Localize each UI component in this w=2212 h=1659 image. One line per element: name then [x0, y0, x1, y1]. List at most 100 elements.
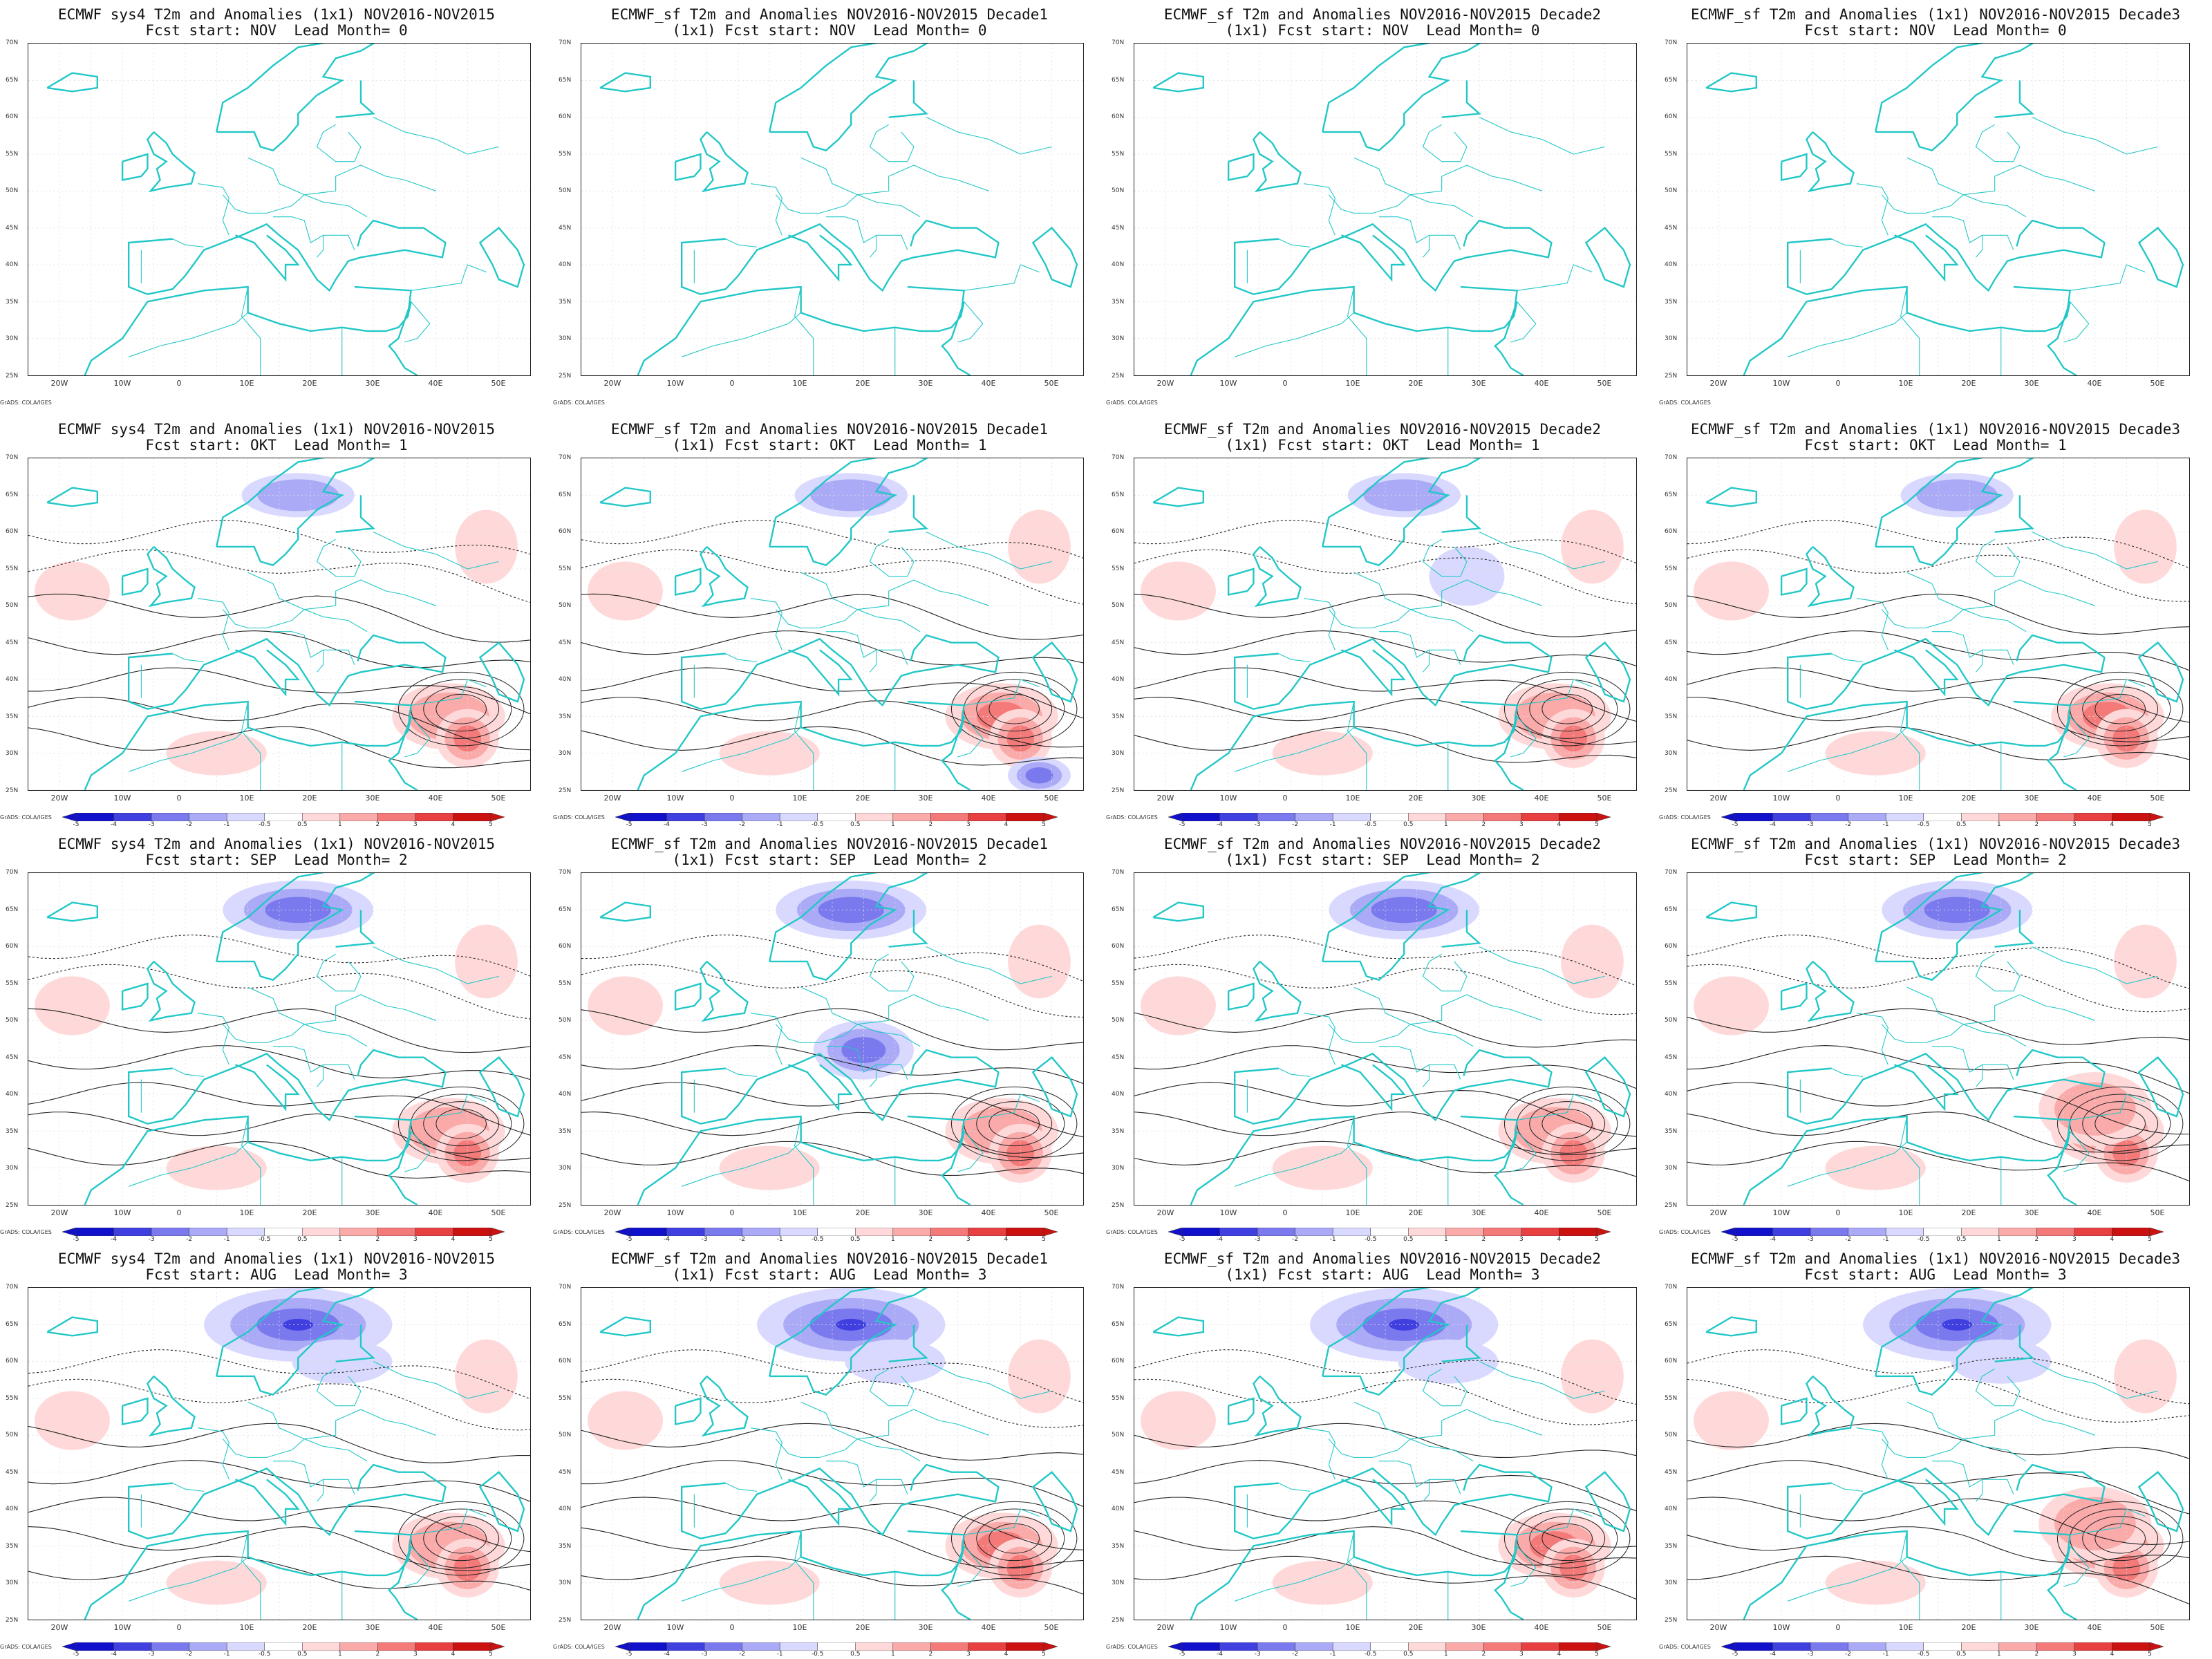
map-canvas [28, 873, 530, 1205]
country-border [373, 1361, 499, 1399]
coastline [1322, 44, 1481, 151]
colorbar-segment [855, 1642, 894, 1651]
colorbar-canvas [1168, 1228, 1611, 1236]
temperature-contour [1687, 1045, 2189, 1094]
colorbar-label: -5 [73, 1236, 79, 1243]
longitude-label: 10E [792, 1623, 807, 1632]
temperature-contour [1687, 549, 2189, 602]
colorbar-label: -4 [664, 821, 671, 828]
coastline [700, 131, 749, 193]
colorbar: -5 -4 -3 -2 -1 -0.5 0.5 1 2 3 4 5 [615, 813, 1058, 828]
temperature-contour [1687, 1141, 2189, 1181]
country-border [272, 216, 324, 243]
country-border [750, 1013, 782, 1065]
colorbar-segment [1445, 813, 1484, 821]
longitude-label: 30E [2024, 379, 2039, 388]
colorbar-label: 5 [2148, 1651, 2152, 1658]
colorbar-label: 1 [1443, 1236, 1448, 1243]
coastline [941, 1130, 971, 1205]
temperature-contour [423, 1101, 500, 1147]
latitude-label: 65N [559, 491, 572, 498]
temperature-contour [2082, 1101, 2159, 1147]
country-border [869, 124, 915, 162]
longitude-label: 50E [1597, 379, 1612, 388]
colorbar-label: 1 [1443, 1651, 1448, 1658]
colorbar-arrow-high [1043, 1642, 1058, 1651]
map-panel: ECMWF_sf T2m and Anomalies NOV2016-NOV20… [553, 830, 1106, 1244]
colorbar-segment [855, 1228, 894, 1236]
country-border [1303, 1013, 1335, 1065]
country-border [1931, 1046, 1983, 1073]
coastline [1787, 219, 2106, 295]
temperature-map [28, 1287, 531, 1620]
coastline [1253, 131, 1302, 193]
coastline [235, 234, 300, 282]
colorbar-arrow-high [490, 1228, 505, 1236]
longitude-label: 30E [1471, 1208, 1486, 1217]
country-border [316, 953, 362, 992]
latitude-label: 40N [1665, 261, 1678, 269]
latitude-label: 30N [559, 1165, 572, 1172]
map-panel: ECMWF_sf T2m and Anomalies NOV2016-NOV20… [553, 415, 1106, 830]
latitude-label: 40N [1665, 676, 1678, 684]
panel-subtitle: (1x1) Fcst start: AUG Lead Month= 3 [672, 1266, 987, 1283]
anomaly-area [35, 561, 110, 621]
latitude-label: 70N [6, 39, 19, 46]
latitude-label: 50N [1112, 1017, 1125, 1024]
coastline [2047, 1130, 2077, 1205]
map-panel: ECMWF_sf T2m and Anomalies (1x1) NOV2016… [1659, 415, 2212, 830]
colorbar-label: 0.5 [1403, 821, 1414, 828]
temperature-contour [1503, 1086, 1631, 1161]
colorbar-segment [1295, 1642, 1333, 1651]
longitude-label: 0 [729, 794, 735, 803]
latitude-label: 30N [1665, 1165, 1678, 1172]
latitude-label: 35N [1112, 298, 1125, 306]
longitude-label: 50E [1597, 1208, 1612, 1217]
longitude-label: 0 [1282, 1208, 1288, 1217]
country-border [1788, 312, 1907, 357]
longitude-label: 10E [1345, 379, 1360, 388]
panel-title: ECMWF sys4 T2m and Anomalies (1x1) NOV20… [57, 421, 496, 438]
colorbar-label: -4 [1217, 1651, 1224, 1658]
temperature-contour [1687, 520, 2189, 569]
colorbar-canvas [615, 1228, 1058, 1236]
longitude-label: 10W [1219, 794, 1237, 803]
colorbar: -5 -4 -3 -2 -1 -0.5 0.5 1 2 3 4 5 [1168, 1228, 1611, 1243]
temperature-contour [581, 630, 1083, 666]
panel-title: ECMWF_sf T2m and Anomalies NOV2016-NOV20… [610, 421, 1049, 438]
temperature-contour [435, 1108, 487, 1139]
coastline [388, 1130, 418, 1205]
longitude-label: 10W [1219, 1208, 1237, 1217]
longitude-label: 50E [2150, 379, 2165, 388]
country-border [1347, 1116, 1367, 1205]
coastline [1322, 458, 1481, 566]
colorbar-canvas [1721, 1228, 2164, 1236]
temperature-map [1134, 458, 1637, 791]
colorbar-segment [226, 813, 265, 821]
latitude-label: 65N [1665, 906, 1678, 913]
latitude-label: 45N [1665, 224, 1678, 232]
temperature-map [1134, 1287, 1637, 1620]
country-border [1278, 1068, 1311, 1077]
colorbar-segment [628, 1228, 667, 1236]
coastline [128, 1463, 447, 1539]
colorbar-label: 3 [413, 821, 418, 828]
colorbar-segment [1521, 1228, 1559, 1236]
colorbar-label: -0.5 [811, 1651, 824, 1658]
longitude-label: 20W [1156, 794, 1174, 803]
colorbar-segment [1998, 813, 2037, 821]
coastline [681, 219, 1000, 295]
country-border [172, 238, 205, 247]
coastline [1743, 700, 2071, 790]
coastline [2137, 1056, 2184, 1118]
temperature-contour [581, 1082, 1083, 1138]
temperature-map [581, 872, 1084, 1206]
country-border [869, 538, 915, 577]
country-border [957, 715, 984, 758]
longitude-label: 10W [113, 1208, 131, 1217]
coastline [84, 1115, 412, 1205]
country-border [1423, 649, 1461, 673]
coastline [335, 80, 375, 118]
grads-credit: GrADS: COLA/IGES [1106, 814, 1158, 821]
country-border [1788, 727, 1907, 772]
